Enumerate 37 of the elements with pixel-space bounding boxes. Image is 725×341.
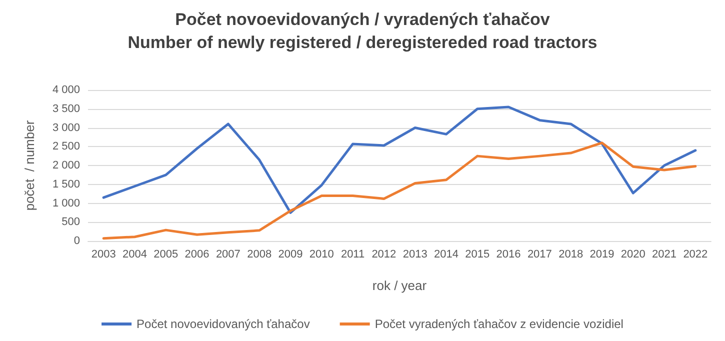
x-tick-label: 2004 xyxy=(122,248,147,260)
y-tick-label: 500 xyxy=(62,216,80,228)
y-tick-label: 1 500 xyxy=(52,178,80,190)
x-tick-label: 2017 xyxy=(527,248,552,260)
legend-label: Počet novoevidovaných ťahačov xyxy=(136,317,310,331)
x-tick-label: 2016 xyxy=(496,248,521,260)
x-tick-label: 2022 xyxy=(683,248,708,260)
chart-title: Počet novoevidovaných / vyradených ťahačov xyxy=(175,10,550,29)
x-tick-label: 2015 xyxy=(465,248,490,260)
x-tick-label: 2005 xyxy=(154,248,178,260)
x-tick-label: 2020 xyxy=(620,248,646,260)
x-axis-title: rok / year xyxy=(372,278,428,293)
x-tick-label: 2014 xyxy=(434,248,458,260)
line-series xyxy=(102,106,697,214)
y-tick-label: 2 000 xyxy=(52,160,80,172)
x-tick-label: 2008 xyxy=(247,248,272,260)
x-tick-label: 2006 xyxy=(184,248,210,260)
y-tick-label: 3 000 xyxy=(52,122,80,134)
x-tick-label: 2021 xyxy=(652,248,677,260)
y-tick-label: 0 xyxy=(74,235,80,247)
x-tick-label: 2012 xyxy=(372,248,396,260)
chart-subtitle: Number of newly registered / deregistereded road tractors xyxy=(128,33,598,52)
x-tick-label: 2013 xyxy=(402,248,428,260)
x-tick-label: 2018 xyxy=(558,248,584,260)
x-tick-label: 2011 xyxy=(340,248,365,260)
x-tick-label: 2019 xyxy=(590,248,614,260)
x-tick-label: 2007 xyxy=(216,248,240,260)
y-tick-label: 4 000 xyxy=(52,84,80,96)
y-axis-title: počet / number xyxy=(22,120,37,211)
x-tick-label: 2003 xyxy=(91,248,116,260)
y-tick-label: 2 500 xyxy=(52,140,80,153)
y-tick-label: 1 000 xyxy=(52,197,80,210)
legend-label: Počet vyradených ťahačov z evidencie vozidiel xyxy=(374,317,624,331)
y-tick-label: 3 500 xyxy=(52,102,80,115)
line-series xyxy=(102,142,697,240)
x-tick-label: 2010 xyxy=(309,248,334,260)
x-tick-label: 2009 xyxy=(278,248,303,260)
